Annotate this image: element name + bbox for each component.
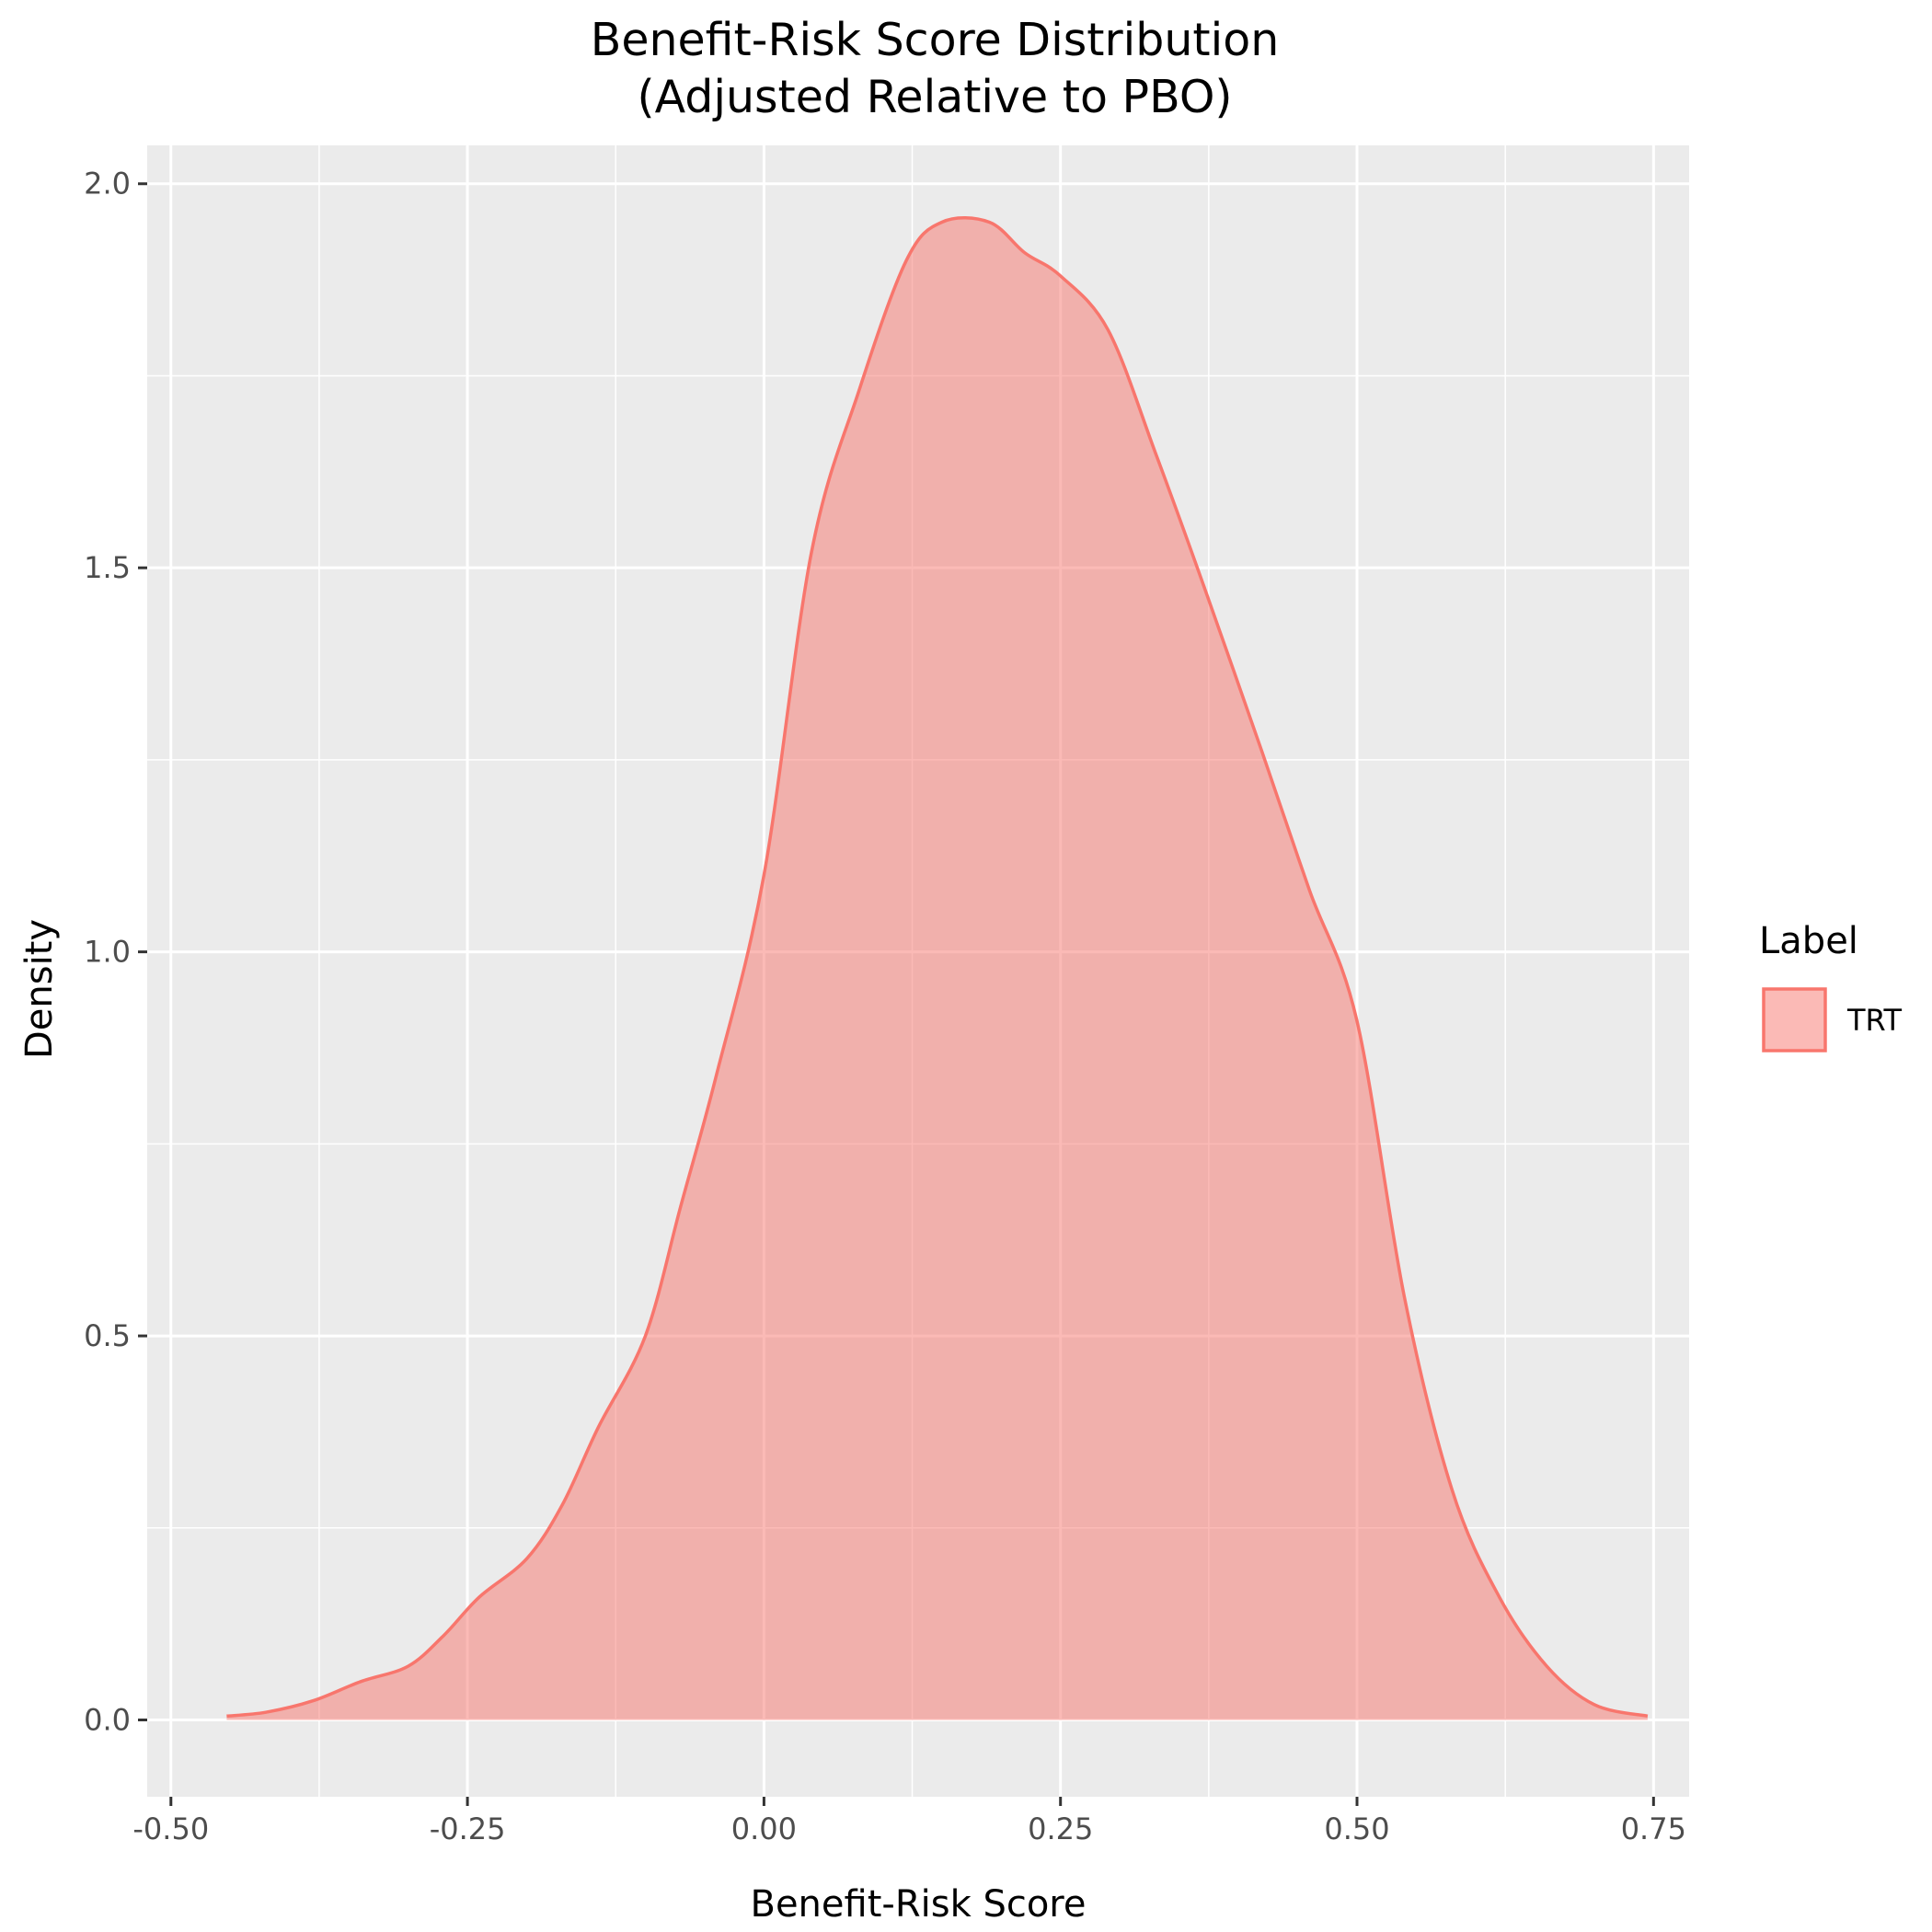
- y-tick-label: 1.5: [84, 550, 131, 585]
- density-layer: [226, 216, 1649, 1720]
- x-tick-label: 0.75: [1621, 1811, 1686, 1846]
- y-tick-label: 0.0: [84, 1703, 131, 1738]
- x-tick-label: 0.00: [731, 1811, 797, 1846]
- major-gridlines: [147, 145, 1689, 1797]
- x-tick-label: -0.25: [430, 1811, 506, 1846]
- chart-title: Benefit-Risk Score Distribution: [591, 14, 1280, 66]
- legend-label-trt: TRT: [1846, 1003, 1902, 1038]
- legend: Label TRT: [1759, 920, 1902, 1052]
- y-axis: 0.0 0.5 1.0 1.5 2.0: [84, 167, 147, 1738]
- x-tick-label: 0.50: [1324, 1811, 1389, 1846]
- y-tick-label: 0.5: [84, 1318, 131, 1353]
- x-axis: -0.50 -0.25 0.00 0.25 0.50 0.75: [132, 1797, 1686, 1846]
- y-axis-title: Density: [18, 919, 61, 1059]
- y-tick-label: 1.0: [84, 935, 131, 970]
- density-line: [226, 216, 1649, 1719]
- chart-subtitle: (Adjusted Relative to PBO): [637, 71, 1232, 123]
- legend-title: Label: [1759, 920, 1858, 962]
- x-axis-title: Benefit-Risk Score: [751, 1883, 1087, 1926]
- x-tick-label: -0.50: [132, 1811, 209, 1846]
- density-area: [226, 217, 1648, 1720]
- legend-key-trt: [1762, 987, 1827, 1052]
- y-tick-label: 2.0: [84, 167, 131, 201]
- x-tick-label: 0.25: [1028, 1811, 1093, 1846]
